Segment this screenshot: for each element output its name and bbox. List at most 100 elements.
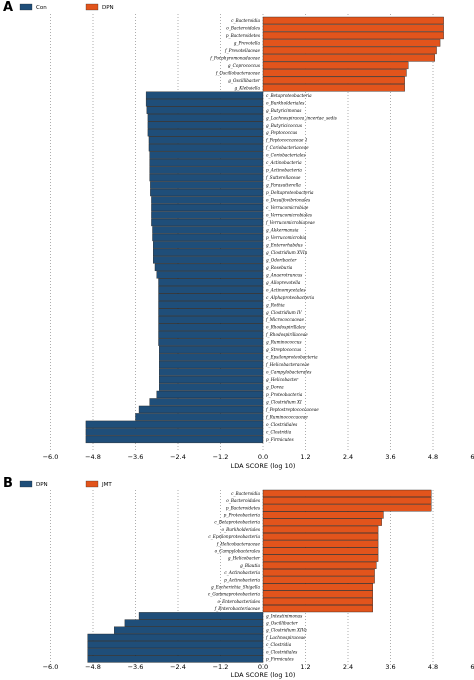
bar-label: c_Epsilonproteobacteria bbox=[266, 355, 318, 360]
bar-label: g_Helicobacter bbox=[266, 377, 299, 382]
bar-g-blautia bbox=[262, 561, 377, 570]
bar-label: c_Bacteroidia bbox=[231, 491, 260, 496]
bar-label: g_Dorea bbox=[266, 385, 284, 390]
bar-o-bacteroidales bbox=[262, 497, 432, 505]
x-tick-label: −6.0 bbox=[43, 663, 59, 671]
legend-swatch-con bbox=[19, 3, 33, 11]
bar-label: g_Prevotella bbox=[234, 40, 261, 45]
bar-label: o_Clostridiales bbox=[266, 422, 297, 427]
bar-label: g_Oscillibacter bbox=[228, 78, 261, 83]
bar-g-streptococcus bbox=[159, 345, 264, 354]
bar-f-lachnospiraceae bbox=[87, 633, 264, 642]
bar-label: p_Proteobacteria bbox=[224, 512, 261, 517]
legend-swatch-jmt bbox=[85, 480, 99, 488]
x-tick-label: −2.4 bbox=[170, 453, 186, 461]
bar-g-roseburia bbox=[154, 263, 264, 272]
x-tick-label: 0.0 bbox=[258, 453, 268, 461]
legend-label-jmt: JMT bbox=[101, 482, 112, 488]
bar-c-epsilonproteobacteria bbox=[262, 533, 379, 541]
bar-f-peptococcaceae-1 bbox=[148, 136, 264, 144]
bar-p-actinobacteria bbox=[149, 166, 264, 174]
bar-label: g_Rothia bbox=[266, 302, 285, 307]
bar-label: g_Akkermansia bbox=[266, 227, 299, 232]
x-axis-title: LDA SCORE (log 10) bbox=[231, 671, 296, 679]
bar-label: f_Helicobacteraceae bbox=[216, 541, 261, 546]
bar-label: g_Parasutterella bbox=[266, 183, 301, 188]
bar-label: f_Oscillobacteraceae bbox=[215, 70, 261, 75]
bar-f-rhodospirillaceae bbox=[158, 330, 264, 339]
bar-label: g_Butyricimonas bbox=[266, 108, 301, 113]
bar-label: g_Odoribacter bbox=[266, 257, 297, 262]
bar-p-bacteroidetes bbox=[262, 31, 444, 40]
bar-label: f_Sutterellaceae bbox=[265, 175, 301, 180]
x-tick-label: 6.0 bbox=[470, 453, 474, 461]
bar-o-campylobacterales bbox=[159, 368, 264, 376]
bar-label: o_Bacteroidales bbox=[226, 498, 260, 503]
x-tick-label: 1.2 bbox=[300, 453, 310, 461]
bar-o-rhodospirillales bbox=[158, 323, 264, 331]
bar-label: o_Verrucomicrobiales bbox=[266, 213, 312, 218]
bar-label: g_Ruminococcus bbox=[266, 340, 302, 345]
bar-f-coriobacteriaceae bbox=[148, 143, 264, 152]
bar-label: f_Verrucomicrobiaceae bbox=[265, 220, 315, 225]
bar-label: p_Actinobacteria bbox=[224, 577, 260, 582]
bar-label: g_Roseburia bbox=[266, 265, 293, 270]
bar-label: p_Bacteroidetes bbox=[226, 505, 260, 510]
bar-label: p_Firmicutes bbox=[266, 656, 294, 661]
bar-label: f_Peptostreptococcaceae bbox=[265, 407, 319, 412]
panel-a: A Con DPN c_Bacteroidia o_Bacteroidales p_Bac… bbox=[3, 0, 474, 470]
bar-label: o_Burkholderiales bbox=[222, 527, 260, 532]
bar-label: g_Klebsiella bbox=[234, 85, 260, 90]
bar-g-akkermansia bbox=[152, 226, 264, 234]
bar-g-anaerotruncus bbox=[156, 271, 264, 279]
bar-p-actinobacteria bbox=[262, 576, 375, 584]
bar-o-enterobacteriales bbox=[262, 597, 373, 606]
bar-label: p_Bacteroidetes bbox=[226, 33, 260, 38]
bar-p-firmicutes bbox=[85, 435, 264, 444]
bar-label: g_Lachnospiracea_incertae_sedis bbox=[266, 115, 337, 120]
bar-label: p_Deltaproteobacteria bbox=[266, 190, 314, 195]
bar-label: g_Butyricicoccus bbox=[266, 123, 302, 128]
bar-g-oscillibacter bbox=[124, 619, 264, 627]
x-tick-label: 4.8 bbox=[428, 453, 438, 461]
x-tick-label: −4.8 bbox=[85, 663, 101, 671]
bar-label: c_Actinobacteria bbox=[224, 570, 260, 575]
x-axis-title: LDA SCORE (log 10) bbox=[231, 462, 296, 470]
bar-p-verrucomicrobia bbox=[152, 233, 264, 242]
bar-g-clostridium-xiva bbox=[114, 626, 264, 634]
bar-g-coprococcus bbox=[262, 61, 409, 70]
bar-label: g_Clostridium XVIa bbox=[266, 250, 308, 255]
bar-o-clostridiales bbox=[85, 420, 264, 429]
bar-label: c_Epsilonproteobacteria bbox=[208, 534, 260, 539]
legend-label-con: Con bbox=[36, 5, 47, 11]
bar-label: p_Firmicutes bbox=[266, 437, 294, 442]
bar-c-bacteroidia bbox=[262, 16, 444, 25]
bar-o-clostridiales bbox=[87, 648, 264, 656]
x-tick-label: −3.6 bbox=[128, 453, 144, 461]
bar-label: o_Rhodospirillales bbox=[266, 325, 305, 330]
bar-label: g_Enterorhabdus bbox=[266, 242, 303, 247]
bar-g-enterorhabdus bbox=[153, 241, 264, 249]
bar-g-rothia bbox=[158, 301, 264, 309]
bar-label: c_Actinobacteria bbox=[266, 160, 302, 165]
panel-letter: B bbox=[3, 476, 13, 491]
bar-label: f_Enterobacteriaceae bbox=[214, 606, 261, 611]
x-tick-label: 2.4 bbox=[343, 453, 353, 461]
bar-f-helicobacteraceae bbox=[262, 540, 379, 548]
bar-label: g_Streptococcus bbox=[266, 347, 301, 352]
bar-f-helicobacteraceae bbox=[159, 360, 264, 369]
bar-label: f_Porphyromonadaceae bbox=[209, 55, 260, 60]
bar-label: p_Proteobacteria bbox=[266, 392, 303, 397]
bar-f-porphyromonadaceae bbox=[262, 54, 435, 62]
bar-g-clostridium-xi bbox=[149, 398, 264, 406]
bar-label: g_Helicobacter bbox=[228, 556, 261, 561]
bar-g-lachnospiracea-incertae-sedis bbox=[147, 114, 264, 122]
bar-g-helicobacter bbox=[262, 554, 379, 562]
bar-label: c_Gammaproteobacteria bbox=[208, 592, 261, 597]
x-tick-label: −1.2 bbox=[213, 453, 229, 461]
bar-g-clostridium-iv bbox=[158, 308, 264, 316]
bar-c-verrucomicrobiae bbox=[151, 203, 264, 212]
bar-g-alloprevotella bbox=[158, 278, 264, 286]
bar-o-burkholderiales bbox=[262, 525, 379, 534]
